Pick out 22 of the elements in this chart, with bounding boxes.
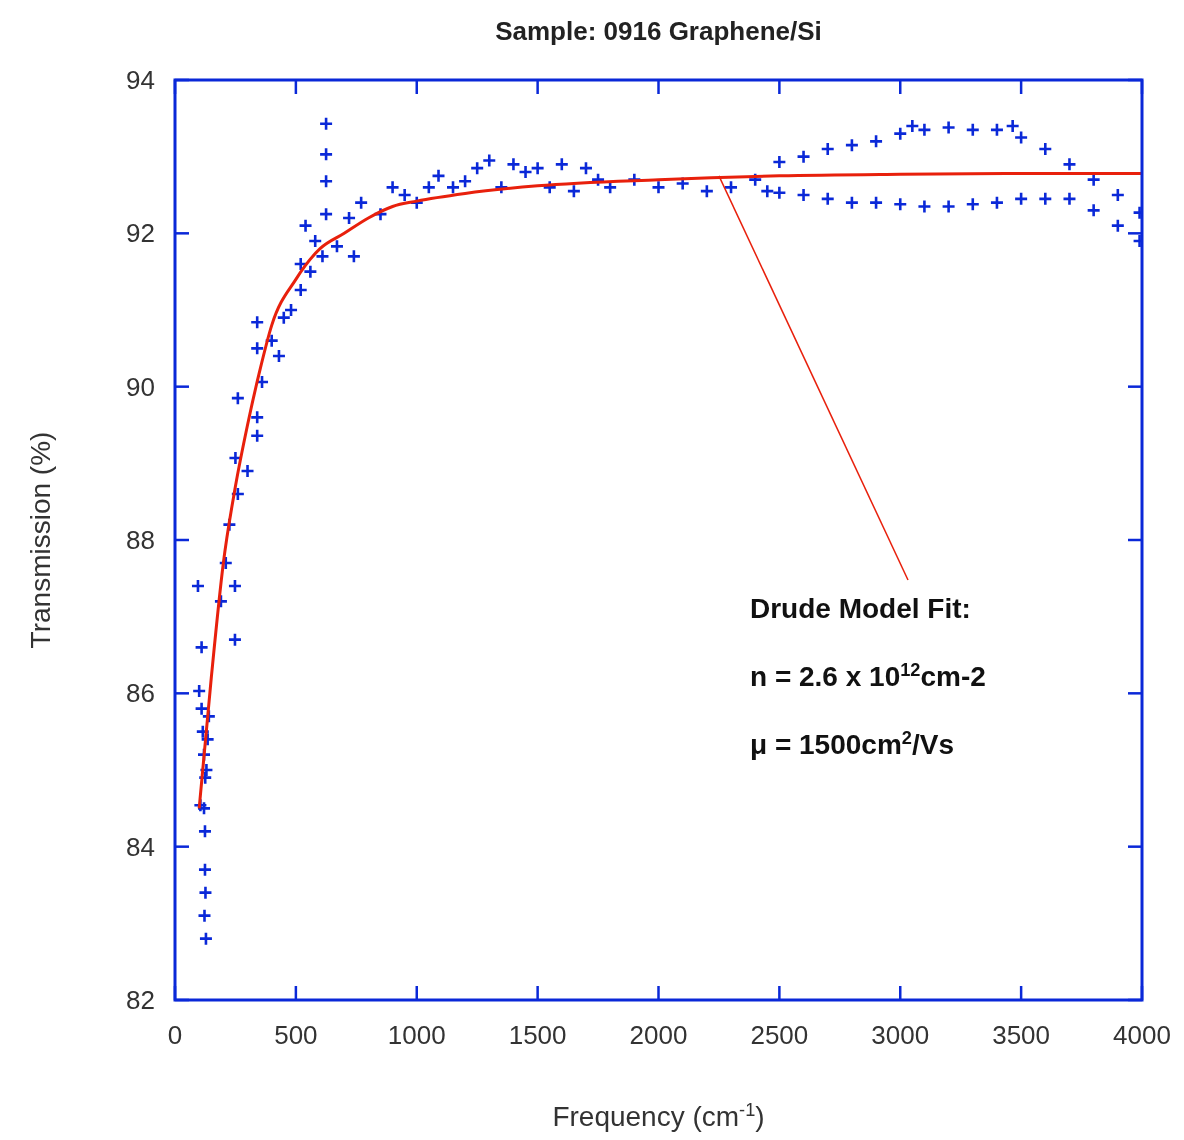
x-tick-label: 1000 <box>387 1020 446 1050</box>
y-tick-label: 90 <box>126 371 155 402</box>
x-tick-label: 2000 <box>629 1020 688 1050</box>
y-tick-label: 86 <box>126 678 155 709</box>
annotation: Drude Model Fit: <box>750 593 971 624</box>
x-tick-label: 3000 <box>871 1020 930 1050</box>
y-tick-label: 84 <box>126 831 155 862</box>
y-axis-title: Transmission (%) <box>25 431 56 649</box>
y-tick-label: 88 <box>126 525 155 556</box>
x-tick-label: 2500 <box>750 1020 809 1050</box>
chart-title: Sample: 0916 Graphene/Si <box>495 16 822 46</box>
annotation: n = 2.6 x 10$^{12}$cm-2 <box>750 660 986 692</box>
x-axis-title: Frequency (cm$^{-1}$) <box>552 1100 765 1132</box>
y-tick-label: 82 <box>126 985 155 1016</box>
y-tick-label: 94 <box>126 65 155 96</box>
y-tick-label: 92 <box>126 218 155 249</box>
x-tick-label: 3500 <box>992 1020 1051 1050</box>
x-tick-label: 500 <box>274 1020 318 1050</box>
x-tick-label: 1500 <box>508 1020 567 1050</box>
x-tick-label: 4000 <box>1113 1020 1171 1050</box>
x-tick-label: 0 <box>167 1020 183 1050</box>
annotation: μ = 1500cm$^{2}$/Vs <box>750 728 954 760</box>
